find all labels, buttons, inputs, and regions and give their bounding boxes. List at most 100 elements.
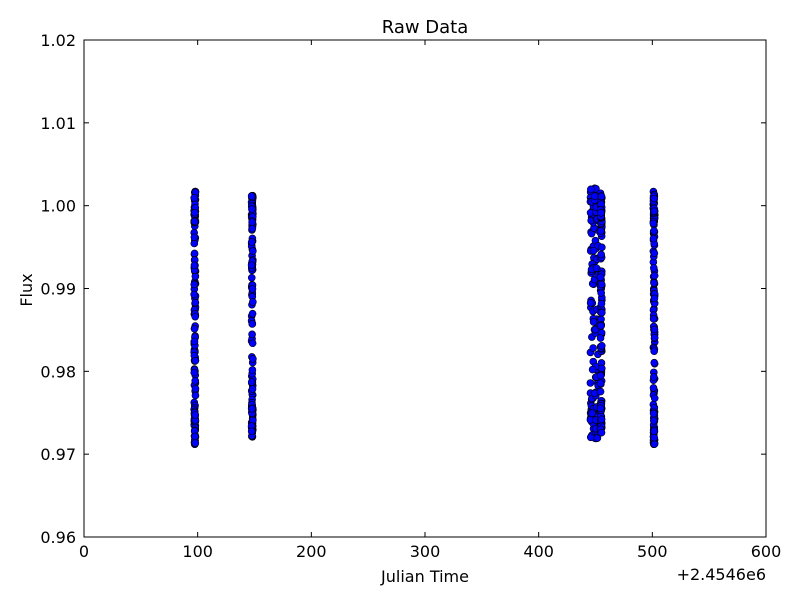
y-tick-label: 1.01 xyxy=(40,114,76,133)
y-tick-label: 1.02 xyxy=(40,31,76,50)
data-point xyxy=(589,246,598,255)
data-point xyxy=(596,387,605,396)
data-point xyxy=(247,261,256,270)
data-point xyxy=(190,249,199,258)
data-point xyxy=(586,433,595,442)
data-point xyxy=(586,379,595,387)
data-point xyxy=(597,280,606,289)
x-offset-text: +2.4546e6 xyxy=(677,565,766,584)
data-point xyxy=(190,217,199,226)
data-point xyxy=(649,416,658,425)
data-point xyxy=(248,205,256,213)
data-point xyxy=(597,364,606,373)
x-tick-label: 600 xyxy=(751,542,782,561)
data-point xyxy=(650,427,658,436)
data-point xyxy=(650,279,658,287)
data-point xyxy=(191,432,199,441)
data-point xyxy=(248,330,256,339)
data-point xyxy=(593,434,602,442)
data-point xyxy=(597,321,605,330)
data-point xyxy=(190,368,199,377)
data-point xyxy=(650,347,658,356)
x-tick-label: 400 xyxy=(523,542,554,561)
data-point xyxy=(247,427,256,436)
x-axis-label: Julian Time xyxy=(380,567,469,586)
data-point xyxy=(190,233,199,242)
data-point xyxy=(597,415,606,424)
data-point xyxy=(588,365,597,374)
data-point xyxy=(596,273,605,282)
data-point xyxy=(650,440,659,448)
data-point xyxy=(191,272,200,281)
data-point xyxy=(247,192,256,200)
x-axis: 0 100 200 300 400 500 600 xyxy=(79,40,781,561)
data-point xyxy=(597,289,606,297)
data-point xyxy=(190,290,198,299)
data-point xyxy=(597,227,605,235)
data-point xyxy=(597,192,606,201)
x-tick-label: 0 xyxy=(79,542,89,561)
data-point xyxy=(650,294,659,303)
data-point xyxy=(597,341,606,350)
data-point xyxy=(249,247,257,255)
data-point xyxy=(650,249,659,257)
data-point xyxy=(597,208,605,217)
data-point xyxy=(190,324,199,333)
y-tick-label: 0.99 xyxy=(40,280,76,299)
data-point xyxy=(248,339,257,348)
data-point xyxy=(650,325,659,334)
data-point xyxy=(248,224,257,233)
data-point xyxy=(191,384,200,393)
data-point xyxy=(596,334,605,342)
x-tick-label: 300 xyxy=(410,542,441,561)
y-axis-label: Flux xyxy=(17,273,36,306)
data-point xyxy=(586,299,595,307)
data-point xyxy=(650,271,659,280)
data-point xyxy=(649,264,658,272)
data-point xyxy=(190,280,199,289)
data-point xyxy=(191,439,200,447)
data-point xyxy=(190,261,199,270)
y-tick-label: 0.96 xyxy=(40,528,76,547)
x-tick-label: 500 xyxy=(637,542,668,561)
data-point xyxy=(650,358,659,367)
data-point xyxy=(649,384,658,392)
data-point xyxy=(191,376,200,385)
data-points xyxy=(190,184,659,449)
data-point xyxy=(598,308,606,317)
data-point xyxy=(597,428,606,437)
x-tick-label: 100 xyxy=(182,542,213,561)
data-point xyxy=(597,250,605,259)
data-point xyxy=(589,344,597,352)
data-point xyxy=(248,218,256,226)
data-point xyxy=(248,404,256,413)
data-point xyxy=(598,243,606,252)
data-point xyxy=(191,208,199,217)
data-point xyxy=(650,333,659,342)
data-point xyxy=(650,373,658,381)
data-point xyxy=(587,185,595,194)
data-point xyxy=(596,404,605,413)
data-point xyxy=(650,226,658,235)
data-point xyxy=(649,234,658,243)
y-tick-label: 0.97 xyxy=(40,445,76,464)
data-point xyxy=(596,371,605,380)
data-point xyxy=(190,337,199,346)
y-tick-label: 1.00 xyxy=(40,197,76,216)
data-point xyxy=(191,312,199,321)
data-point xyxy=(248,320,257,328)
chart-title: Raw Data xyxy=(382,17,469,38)
data-point xyxy=(249,298,257,306)
x-tick-label: 200 xyxy=(296,542,327,561)
data-point xyxy=(596,379,605,388)
data-point xyxy=(589,318,598,326)
data-point xyxy=(249,355,257,363)
data-point xyxy=(649,315,658,323)
data-point xyxy=(650,394,659,403)
data-point xyxy=(588,409,596,418)
data-point xyxy=(191,298,200,307)
data-point xyxy=(650,194,658,203)
data-point xyxy=(650,207,659,216)
